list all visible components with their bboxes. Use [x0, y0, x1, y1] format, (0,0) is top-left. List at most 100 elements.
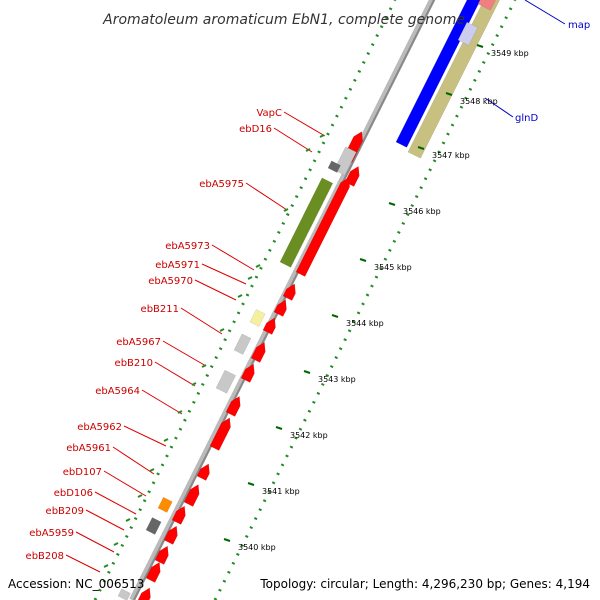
gene-label: ebA5962: [77, 422, 122, 433]
kbp-tick-label: 3543 kbp: [318, 375, 356, 384]
feature-pink: [477, 0, 496, 11]
feature-ebd16: [327, 160, 341, 173]
gene-label: ebA5973: [165, 241, 210, 252]
feature-olive-glnd: [407, 0, 500, 159]
kbp-tick-label: 3540 kbp: [238, 543, 276, 552]
gene-label: VapC: [256, 108, 282, 119]
gene-tick-13: [125, 518, 131, 522]
gene-label: ebB210: [115, 358, 153, 369]
kbp-tick-mark: [247, 482, 255, 486]
gene-label: ebA5961: [66, 443, 111, 454]
gene-tick-1: [305, 148, 311, 152]
gene-label: ebD106: [54, 488, 93, 499]
label-connector: [283, 111, 326, 137]
blue-connector: [484, 97, 514, 118]
gene-tick-4: [247, 276, 253, 280]
label-connector: [154, 361, 196, 387]
label-connector: [94, 491, 137, 515]
inner-dotted-guide: [213, 0, 517, 600]
label-connector: [273, 127, 313, 153]
kbp-tick-mark: [417, 146, 425, 150]
kbp-tick-mark: [359, 258, 367, 262]
gene-tick-9: [177, 410, 183, 414]
gene-tick-2: [283, 208, 289, 212]
cds-arrow-3: [282, 283, 296, 301]
kbp-tick-label: 3545 kbp: [374, 263, 412, 272]
cds-arrow-9: [209, 417, 231, 451]
label-connector: [103, 470, 147, 497]
label-connector: [245, 182, 288, 211]
kbp-tick-mark: [445, 92, 453, 96]
gene-labels: VapC ebD16 ebA5975 ebA5973 ebA5971 ebA5970 ebB…: [26, 20, 591, 562]
outer-dotted-guide: [93, 0, 397, 600]
map-title: Aromatoleum aromaticum EbN1, complete ge…: [102, 12, 465, 28]
cds-arrow-16: [137, 587, 151, 600]
cds-arrow-4: [273, 299, 287, 317]
kbp-tick-mark: [331, 314, 339, 318]
kbp-tick-mark: [223, 538, 231, 542]
kbp-tick-label: 3546 kbp: [403, 207, 441, 216]
label-connector: [112, 446, 155, 475]
feature-ebb210: [215, 369, 237, 394]
kbp-tick-label: 3548 kbp: [460, 97, 498, 106]
cds-arrow-15: [145, 561, 161, 583]
summary-text: Topology: circular; Length: 4,296,230 bp…: [259, 577, 590, 591]
label-connector: [201, 263, 247, 285]
label-connector: [65, 554, 101, 573]
feature-ebb211: [249, 309, 266, 327]
gene-tick-11: [149, 468, 155, 472]
gene-tick-3: [255, 264, 261, 268]
gene-tick-5: [237, 294, 243, 298]
feature-track: [117, 0, 500, 600]
kbp-tick-label: 3544 kbp: [346, 319, 384, 328]
gene-tick-14: [113, 542, 119, 546]
gene-tick-15: [103, 564, 109, 568]
gene-tick-12: [137, 494, 143, 498]
gene-tick-7: [201, 364, 207, 368]
cds-arrow-12: [171, 505, 186, 525]
kbp-tick-label: 3541 kbp: [262, 487, 300, 496]
kbp-tick-mark: [476, 44, 484, 48]
gene-tick-8: [191, 382, 197, 386]
gene-label: ebB208: [26, 551, 64, 562]
gene-tick-0: [319, 134, 325, 138]
gene-tick-6: [219, 328, 225, 332]
kbp-tick-mark: [388, 202, 396, 206]
feature-blue-map: [395, 0, 481, 148]
label-connector: [211, 244, 255, 271]
kbp-tick-label: 3547 kbp: [432, 151, 470, 160]
feature-eba5967: [233, 333, 252, 355]
dotted-guides: [93, 0, 517, 600]
gene-label: ebA5970: [148, 276, 193, 287]
label-connector: [123, 425, 167, 447]
cds-arrow-11: [183, 484, 200, 507]
cds-arrow-8: [225, 395, 241, 417]
label-connector: [180, 307, 223, 335]
blue-connector: [524, 0, 566, 25]
feature-light: [457, 21, 479, 46]
gene-label: ebD107: [63, 467, 102, 478]
label-connector: [141, 389, 183, 415]
gene-label: ebA5959: [29, 528, 74, 539]
feature-ebd106: [145, 517, 162, 535]
cds-arrow-6: [250, 341, 266, 363]
kbp-ruler: 3549 kbp 3548 kbp 3547 kbp 3546 kbp 3545 kbp…: [103, 44, 529, 568]
gene-label: ebA5975: [199, 179, 244, 190]
cds-arrow-13: [163, 525, 178, 545]
kbp-tick-label: 3549 kbp: [491, 49, 529, 58]
feature-eba5975: [279, 177, 334, 268]
gene-tick-10: [163, 438, 169, 442]
kbp-tick-mark: [275, 426, 283, 430]
label-connector: [85, 509, 125, 531]
feature-label: glnD: [515, 113, 538, 124]
gene-label: ebA5971: [155, 260, 200, 271]
gene-label: ebD16: [239, 124, 272, 135]
feature-vapc: [333, 146, 357, 176]
feature-ebd107: [157, 496, 173, 513]
cds-arrow-2: [295, 177, 350, 277]
gene-label: ebB209: [46, 506, 84, 517]
label-connector: [194, 279, 237, 301]
gene-label: ebA5967: [116, 337, 161, 348]
accession-text: Accession: NC_006513: [8, 577, 144, 591]
cds-arrow-7: [240, 363, 255, 383]
